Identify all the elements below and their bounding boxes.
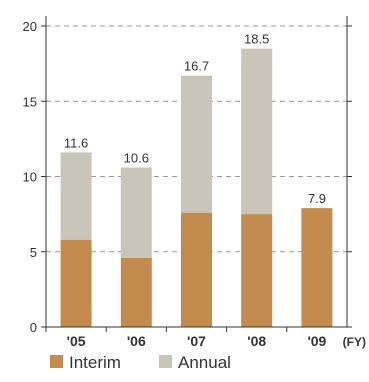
labels: 0 5 10 15 20 11.6 '05 10.6 '06 16.7 '07 18.5 '08 7.9 '… — [23, 19, 366, 349]
bar-annual-1 — [120, 167, 152, 258]
x-tick-label: '05 — [67, 333, 86, 349]
x-unit-label: (FY) — [343, 335, 366, 349]
legend-swatch-annual — [159, 355, 172, 368]
total-label: 11.6 — [64, 135, 88, 150]
x-tick-label: '08 — [247, 333, 266, 349]
total-label: 18.5 — [244, 32, 269, 47]
legend-label-interim: Interim — [69, 353, 121, 372]
total-label: 16.7 — [184, 59, 209, 74]
bar-interim-2 — [181, 212, 212, 327]
bar-annual-3 — [241, 48, 273, 215]
y-tick-label: 5 — [30, 245, 37, 260]
legend: Interim Annual — [50, 353, 231, 372]
y-tick-label: 20 — [23, 19, 37, 34]
bar-annual-2 — [181, 75, 212, 213]
x-tick-label: '07 — [187, 333, 206, 349]
x-tick-label: '06 — [127, 333, 146, 349]
total-label: 10.6 — [124, 150, 149, 165]
bar-interim-4 — [301, 208, 333, 327]
bar-annual-0 — [60, 152, 92, 240]
bar-interim-0 — [60, 239, 92, 327]
bar-interim-3 — [241, 214, 273, 327]
legend-label-annual: Annual — [178, 353, 231, 372]
legend-swatch-interim — [50, 355, 63, 368]
y-tick-label: 15 — [23, 94, 37, 109]
axes — [41, 16, 352, 332]
bars — [60, 48, 333, 327]
y-tick-label: 0 — [30, 320, 37, 335]
total-label: 7.9 — [308, 191, 326, 206]
bar-interim-1 — [120, 257, 152, 327]
y-tick-label: 10 — [23, 170, 37, 185]
x-tick-label: '09 — [307, 333, 326, 349]
